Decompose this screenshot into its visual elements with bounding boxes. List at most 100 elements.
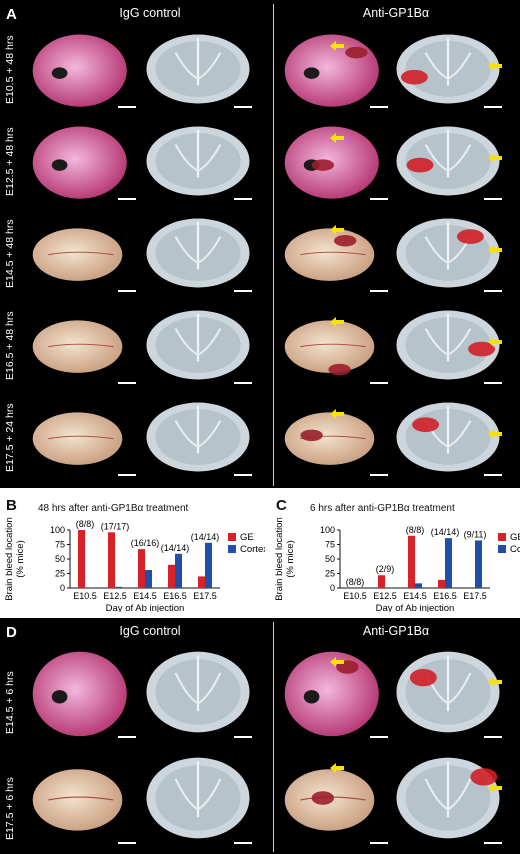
chart-b-ytick-label: 0 [60, 583, 65, 593]
chart-b-ytick-label: 100 [50, 525, 65, 535]
a-row-label: E14.5 + 48 hrs [4, 219, 16, 288]
a-row-label: E10.5 + 48 hrs [4, 35, 16, 104]
scale-bar [234, 382, 252, 384]
a-treated-embryo-image [278, 28, 390, 110]
scale-bar [484, 198, 502, 200]
scale-bar [234, 474, 252, 476]
arrow-icon [488, 242, 502, 255]
arrow-icon [488, 150, 502, 163]
chart-c-xtick-label: E12.5 [373, 591, 397, 601]
a-treated-embryo-image [278, 396, 390, 478]
scale-bar [370, 474, 388, 476]
panel-a-right-title: Anti-GP1Bα [362, 6, 430, 20]
chart-b-bar-ge [138, 549, 145, 588]
chart-b-legend-swatch [228, 545, 236, 553]
arrow-icon [488, 58, 502, 71]
chart-c-count-label: (14/14) [431, 527, 460, 537]
d-treated-section-image [392, 750, 504, 846]
chart-b-legend-label: GE [240, 532, 254, 543]
d-row-label: E17.5 + 6 hrs [4, 777, 16, 840]
chart-b-xtick-label: E14.5 [133, 591, 157, 601]
d-treated-section-image [392, 644, 504, 740]
a-treated-section-image [392, 212, 504, 294]
chart-c-xtick-label: E17.5 [463, 591, 487, 601]
a-row-label: E16.5 + 48 hrs [4, 311, 16, 380]
arrow-icon [488, 674, 502, 687]
panel-a-left-title: IgG control [119, 6, 181, 20]
panel-d-label: D [6, 624, 17, 641]
a-control-section-image [142, 396, 254, 478]
arrow-icon [330, 314, 344, 327]
chart-b-legend-swatch [228, 533, 236, 541]
chart-b-ylabel: (% mice) [15, 540, 26, 577]
chart-b-ytick-label: 75 [55, 540, 65, 550]
chart-b-bar-ge [198, 576, 205, 588]
panel-b-label: B [6, 497, 17, 514]
chart-c-legend-label: Cortex [510, 544, 520, 555]
chart-c-count-label: (8/8) [346, 577, 365, 587]
scale-bar [484, 290, 502, 292]
d-treated-embryo-image [278, 644, 390, 740]
chart-c-ytick-label: 25 [325, 569, 335, 579]
scale-bar [118, 474, 136, 476]
chart-c-xtick-label: E16.5 [433, 591, 457, 601]
a-treated-section-image [392, 120, 504, 202]
chart-c-xtick-label: E14.5 [403, 591, 427, 601]
chart-b-bar-cortex [145, 570, 152, 588]
chart-b-xtick-label: E17.5 [193, 591, 217, 601]
chart-b-ytick-label: 50 [55, 554, 65, 564]
chart-c-xtick-label: E10.5 [343, 591, 367, 601]
scale-bar [484, 736, 502, 738]
chart-c-xlabel: Day of Ab injection [376, 603, 455, 612]
chart-b-count-label: (8/8) [76, 519, 95, 529]
a-row-label: E12.5 + 48 hrs [4, 127, 16, 196]
a-control-embryo-image [26, 120, 138, 202]
chart-c-ytick-label: 75 [325, 540, 335, 550]
a-control-embryo-image [26, 212, 138, 294]
scale-bar [234, 290, 252, 292]
panel-a-divider [273, 4, 274, 486]
a-treated-embryo-image [278, 304, 390, 386]
chart-c-legend-label: GE [510, 532, 520, 543]
a-row-label: E17.5 + 24 hrs [4, 403, 16, 472]
chart-c-ytick-label: 50 [325, 554, 335, 564]
arrow-icon [330, 406, 344, 419]
chart-b-ylabel: Brain bleed location [4, 517, 15, 600]
chart-b-bar-cortex [175, 553, 182, 588]
panel-a-images: A IgG control Anti-GP1Bα E10.5 + 48 hrs E… [0, 0, 520, 488]
chart-b-ytick-label: 25 [55, 569, 65, 579]
scale-bar [484, 474, 502, 476]
chart-b-count-label: (17/17) [101, 521, 130, 531]
scale-bar [118, 382, 136, 384]
chart-b-bar-ge [78, 530, 85, 588]
chart-b-bar-cortex [115, 586, 122, 588]
chart-c-ylabel: (% mice) [285, 540, 296, 577]
a-control-embryo-image [26, 28, 138, 110]
chart-c-bar-ge [438, 579, 445, 588]
chart-b-count-label: (16/16) [131, 538, 160, 548]
scale-bar [118, 842, 136, 844]
chart-c-bar-cortex [475, 540, 482, 588]
chart-b-bar-ge [168, 564, 175, 588]
a-control-embryo-image [26, 396, 138, 478]
scale-bar [370, 106, 388, 108]
d-row-label: E14.5 + 6 hrs [4, 671, 16, 734]
d-control-embryo-image [26, 750, 138, 846]
chart-b-xtick-label: E12.5 [103, 591, 127, 601]
arrow-icon [488, 426, 502, 439]
chart-c-legend-swatch [498, 545, 506, 553]
chart-b-xlabel: Day of Ab injection [106, 603, 185, 612]
d-control-section-image [142, 750, 254, 846]
d-control-embryo-image [26, 644, 138, 740]
chart-b-bar-ge [108, 532, 115, 588]
scale-bar [370, 382, 388, 384]
a-treated-section-image [392, 28, 504, 110]
chart-b-count-label: (14/14) [191, 532, 220, 542]
d-control-section-image [142, 644, 254, 740]
chart-b-count-label: (14/14) [161, 543, 190, 553]
panel-d-left-title: IgG control [119, 624, 181, 638]
scale-bar [234, 106, 252, 108]
scale-bar [484, 382, 502, 384]
a-treated-section-image [392, 304, 504, 386]
a-treated-embryo-image [278, 120, 390, 202]
